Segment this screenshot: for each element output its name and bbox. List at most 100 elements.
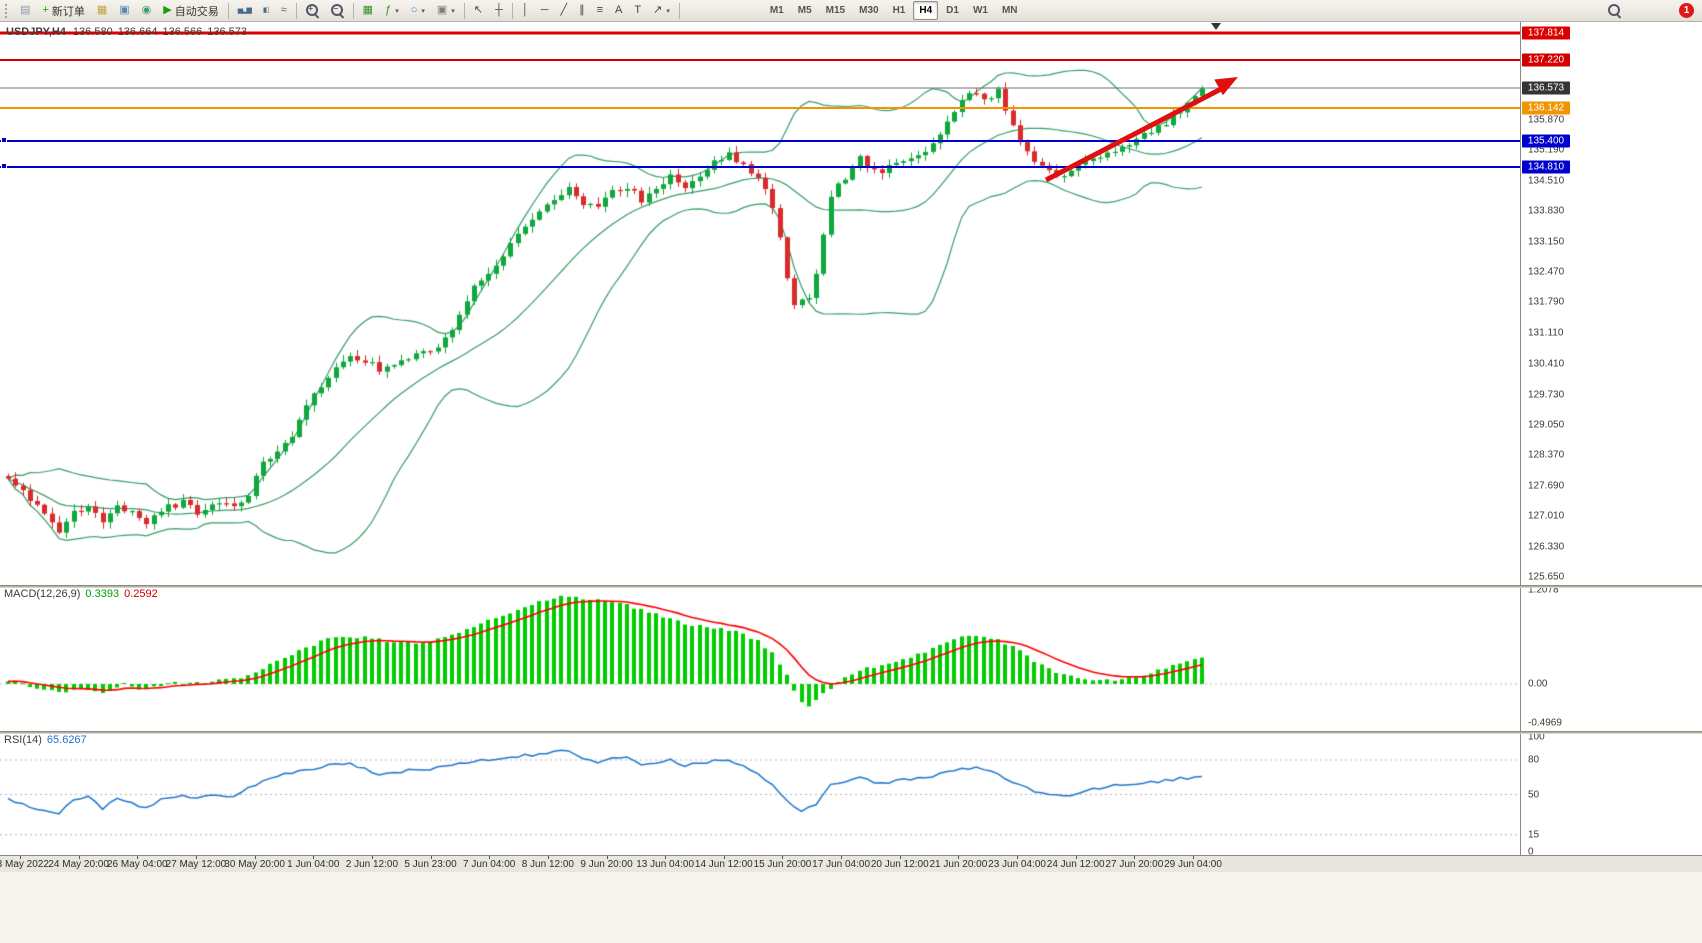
text-icon: A: [615, 4, 623, 16]
rsi-scale-tick: 100: [1528, 731, 1545, 743]
trend-arrow[interactable]: [1040, 72, 1252, 190]
timeframe-H1[interactable]: H1: [892, 5, 906, 16]
time-tick: [20, 856, 21, 859]
price-tag-136.142: 136.142: [1522, 101, 1570, 115]
time-tick: [547, 856, 549, 859]
timeframe-M5[interactable]: M5: [797, 5, 812, 16]
price-tag-135.400: 135.400: [1522, 134, 1570, 148]
line-anchor-handle[interactable]: [1, 136, 7, 143]
price-scale-tick: 131.110: [1528, 327, 1564, 339]
time-tick: [899, 856, 901, 859]
timeframe-D1[interactable]: D1: [946, 5, 959, 16]
label-icon[interactable]: T: [629, 1, 646, 20]
timeframe-MN[interactable]: MN: [1001, 5, 1018, 16]
chart-title: USDJPY,H4 136.580 136.664 136.566 136.573: [6, 26, 252, 38]
autotrading-button[interactable]: ▶ 自动交易: [158, 1, 223, 20]
templates-icon[interactable]: ▣ ▾: [432, 1, 460, 20]
time-scale-label: 15 Jun 20:00: [753, 859, 812, 870]
trendline-icon[interactable]: ╱: [555, 1, 572, 20]
tile-windows-icon: ▦: [362, 4, 374, 16]
line-chart-icon[interactable]: ≈: [276, 1, 292, 20]
equidistant-channel-icon[interactable]: ∥: [574, 1, 590, 20]
time-tick: [958, 856, 960, 859]
tile-windows-icon[interactable]: ▦: [358, 1, 378, 20]
time-scale-label: 7 Jun 04:00: [463, 859, 516, 870]
time-scale-label: 23 Jun 04:00: [988, 859, 1046, 870]
time-scale-label: 29 Jun 04:00: [1164, 859, 1222, 870]
timeframe-M1[interactable]: M1: [769, 5, 784, 16]
time-scale-label: 30 May 20:00: [224, 859, 285, 870]
new-chart-icon[interactable]: ▤: [15, 1, 35, 20]
indicators-icon: ƒ: [385, 4, 392, 16]
rsi-scale-tick: 50: [1528, 789, 1540, 800]
current-price-tag: 136.573: [1522, 81, 1570, 95]
window-bottom-area: [0, 872, 1702, 943]
time-tick: [430, 856, 432, 859]
price-scale-tick: 132.470: [1528, 266, 1565, 278]
toolbar-separator: [227, 2, 229, 19]
time-scale-label: 24 Jun 12:00: [1046, 859, 1105, 870]
notifications-badge[interactable]: 1: [1679, 3, 1694, 18]
new-order-button-label: 新订单: [51, 5, 85, 18]
bar-chart-icon[interactable]: ▅▂▆: [233, 1, 256, 20]
support-line-134.810[interactable]: [0, 166, 1520, 169]
periods-icon[interactable]: ○ ▾: [406, 1, 430, 20]
vertical-line-icon[interactable]: │: [517, 1, 534, 20]
resistance-line-137.220[interactable]: [0, 58, 1520, 61]
symbol-period-label: USDJPY,H4: [6, 26, 66, 38]
panel-separator-macd[interactable]: [0, 585, 1702, 588]
time-tick: [371, 856, 373, 859]
crosshair-icon[interactable]: ┼: [490, 1, 508, 20]
timeframe-W1[interactable]: W1: [972, 5, 988, 16]
text-icon[interactable]: A: [610, 1, 627, 20]
candlestick-chart-icon[interactable]: ▮▯: [258, 1, 274, 20]
macd-scale-tick: 0.00: [1528, 678, 1548, 690]
history-center-icon: ▦: [96, 4, 108, 16]
indicators-icon[interactable]: ƒ ▾: [380, 1, 404, 20]
zoom-in-icon[interactable]: +: [301, 1, 324, 20]
price-scale-tick: 129.730: [1528, 389, 1565, 401]
resistance-line-137.814[interactable]: [0, 31, 1520, 35]
time-tick: [665, 856, 667, 859]
time-scale-label: 26 May 04:00: [106, 859, 168, 870]
timeframe-M30[interactable]: M30: [859, 5, 879, 16]
zoom-out-icon[interactable]: −: [326, 1, 349, 20]
chart-shift-marker[interactable]: [1211, 23, 1221, 30]
panel-separator-rsi[interactable]: [0, 731, 1702, 734]
main-toolbar: ▤ + 新订单 ▦ ▣ ◉ ▶ 自动交易 ▅▂▆ ▮▯ ≈ + − ▦ ƒ ▾ ○ ▾ ▣ ▾ ↖ ┼ │ ─ ╱ ∥ ≡ A T ↗ ▾ …: [0, 0, 1702, 22]
market-watch-icon[interactable]: ▣: [114, 1, 134, 20]
new-order-button[interactable]: + 新订单: [37, 1, 89, 20]
timeframe-toolbar: M1 M5 M15 M30 H1 H4 D1 W1 MN: [763, 1, 1025, 20]
dropdown-caret-icon: ▾: [451, 7, 455, 15]
horizontal-line-icon[interactable]: ─: [536, 1, 554, 20]
market-watch-icon: ▣: [119, 4, 130, 16]
fibonacci-icon[interactable]: ≡: [592, 1, 608, 20]
time-tick: [137, 856, 139, 859]
alerts-icon[interactable]: ◉: [137, 1, 157, 20]
arrows-icon: ↗: [653, 4, 663, 16]
level-line-136.142[interactable]: [0, 106, 1520, 109]
rsi-scale-tick: 15: [1528, 829, 1540, 841]
timeframe-H4[interactable]: H4: [913, 1, 939, 20]
time-tick: [606, 856, 608, 859]
price-chart-canvas[interactable]: [0, 22, 1520, 855]
price-scale-tick: 133.830: [1528, 205, 1565, 217]
time-scale-label: 14 Jun 12:00: [694, 859, 753, 870]
arrows-icon[interactable]: ↗ ▾: [648, 1, 675, 20]
price-scale[interactable]: 135.870 135.190 134.510 133.830 133.150 132.4…: [1520, 22, 1702, 858]
time-tick: [1193, 856, 1194, 859]
time-tick: [254, 856, 256, 859]
search-icon[interactable]: [1608, 4, 1621, 17]
cursor-icon[interactable]: ↖: [469, 1, 488, 20]
time-tick: [1134, 856, 1136, 859]
support-line-135.400[interactable]: [0, 139, 1520, 142]
line-anchor-handle[interactable]: [1, 163, 7, 170]
history-center-icon[interactable]: ▦: [92, 1, 112, 20]
timeframe-M15[interactable]: M15: [825, 5, 846, 16]
toolbar-grip[interactable]: [5, 3, 10, 18]
toolbar-buttons: ▤ + 新订单 ▦ ▣ ◉ ▶ 自动交易 ▅▂▆ ▮▯ ≈ + − ▦ ƒ ▾ ○ ▾ ▣ ▾ ↖ ┼ │ ─ ╱ ∥ ≡ A T ↗ ▾: [14, 1, 683, 20]
toolbar-separator: [463, 2, 465, 19]
vertical-line-icon: │: [521, 4, 529, 16]
